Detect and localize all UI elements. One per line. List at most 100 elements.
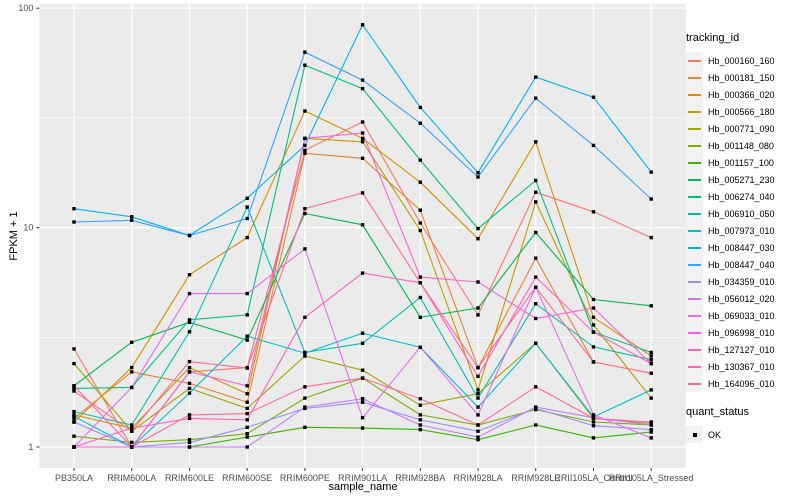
data-point (187, 438, 192, 442)
data-point (187, 320, 192, 324)
data-point (534, 405, 538, 409)
data-point (591, 413, 596, 417)
data-point (245, 384, 249, 388)
data-point (245, 392, 249, 396)
legend-title-tracking-id: tracking_id (686, 32, 740, 44)
data-point (418, 397, 422, 401)
data-point (360, 136, 365, 141)
legend-item-Hb_008447_030: Hb_008447_030 (686, 239, 798, 256)
data-point (534, 178, 538, 183)
data-point (649, 423, 653, 427)
data-point (303, 247, 307, 251)
data-point (303, 148, 307, 152)
legend-key-line-icon (686, 273, 703, 290)
data-point (534, 200, 538, 204)
data-point (649, 436, 653, 440)
data-point (360, 223, 365, 227)
legend-key-line-icon (686, 154, 703, 171)
data-point (418, 121, 422, 125)
data-point (418, 413, 422, 417)
legend-key-square-icon (686, 426, 703, 443)
y-tick-label: 1 (28, 442, 33, 452)
legend-item-quant-OK: OK (686, 426, 798, 443)
data-point (187, 445, 192, 449)
data-point (245, 313, 249, 317)
data-point (245, 216, 249, 221)
data-point (245, 334, 249, 338)
data-point (649, 361, 653, 366)
data-point (360, 368, 365, 372)
data-point (418, 275, 422, 279)
data-point (360, 23, 365, 27)
data-point (130, 218, 134, 222)
x-tick-label: PB350LA (55, 473, 93, 483)
data-point (187, 318, 192, 322)
data-point (591, 306, 596, 310)
data-point (187, 370, 192, 374)
data-point (418, 180, 422, 184)
y-tick-label: 100 (18, 3, 33, 13)
data-point (245, 235, 249, 240)
data-point (187, 381, 192, 386)
legend-item-Hb_005271_230: Hb_005271_230 (686, 171, 798, 188)
legend-item-Hb_000366_020: Hb_000366_020 (686, 86, 798, 103)
data-point (649, 396, 653, 400)
data-point (534, 256, 538, 260)
data-point (591, 143, 596, 148)
data-point (476, 438, 480, 442)
data-point (187, 273, 192, 277)
legend-item-label: Hb_006274_040 (708, 191, 775, 202)
data-point (303, 354, 307, 358)
data-point (591, 95, 596, 99)
x-tick-label: RRII105LA_Control (554, 473, 632, 483)
legend-item-Hb_000771_090: Hb_000771_090 (686, 120, 798, 137)
data-point (303, 151, 307, 155)
legend-item-label: Hb_007973_010 (708, 225, 775, 236)
data-point (72, 416, 76, 421)
legend-key-line-icon (686, 256, 703, 273)
legend-key-line-icon (686, 103, 703, 120)
data-point (649, 197, 653, 201)
data-point (130, 365, 134, 370)
legend-key-line-icon (686, 222, 703, 239)
data-point (476, 396, 480, 400)
data-point (72, 386, 76, 391)
data-point (245, 411, 249, 416)
data-point (303, 315, 307, 319)
legend-item-label: Hb_164096_010 (708, 378, 775, 389)
data-point (72, 347, 76, 351)
data-point (534, 302, 538, 306)
legend-item-Hb_008447_040: Hb_008447_040 (686, 256, 798, 273)
data-point (245, 432, 249, 436)
data-point (476, 392, 480, 396)
data-point (534, 341, 538, 345)
x-tick-label: RRIM600PE (280, 473, 330, 483)
data-point (245, 406, 249, 411)
data-point (534, 230, 538, 235)
data-point (303, 211, 307, 216)
data-point (649, 304, 653, 308)
data-point (591, 424, 596, 428)
data-point (649, 358, 653, 362)
legend-key-line-icon (686, 171, 703, 188)
data-point (591, 360, 596, 364)
data-point (72, 409, 76, 414)
data-point (303, 385, 307, 389)
x-tick-label: RRIM928LE (511, 473, 560, 483)
data-point (360, 341, 365, 345)
data-point (245, 366, 249, 370)
data-point (303, 109, 307, 113)
legend-item-Hb_069033_010: Hb_069033_010 (686, 307, 798, 324)
data-point (649, 235, 653, 240)
data-point (591, 323, 596, 327)
data-point (476, 429, 480, 433)
legend-item-Hb_096998_010: Hb_096998_010 (686, 324, 798, 341)
data-point (303, 50, 307, 54)
x-tick-label: RRIM901LA (338, 473, 387, 483)
legend-item-label: Hb_000366_020 (708, 89, 775, 100)
data-point (187, 233, 192, 238)
data-point (591, 416, 596, 421)
legend-key-line-icon (686, 205, 703, 222)
data-point (130, 426, 134, 430)
